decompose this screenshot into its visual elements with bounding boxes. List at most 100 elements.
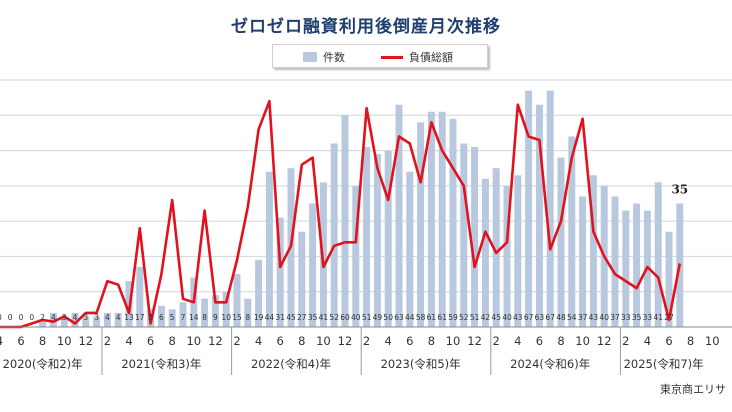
bar-value-label: 40	[502, 313, 512, 322]
bar-value-label: 3	[94, 313, 99, 322]
bar-value-label: 27	[664, 313, 674, 322]
x-tick-label: 4	[125, 334, 132, 348]
bar-value-label: 60	[340, 313, 350, 322]
bar	[341, 115, 349, 328]
x-tick-label: 8	[557, 334, 564, 348]
bar-value-label: 5	[148, 313, 153, 322]
bar	[136, 267, 144, 327]
bar	[157, 305, 165, 327]
bar-value-label: 4	[51, 313, 56, 322]
legend-bar-label: 件数	[323, 51, 345, 64]
bar	[201, 298, 209, 327]
bar-value-label: 19	[254, 313, 264, 322]
bar-value-label: 61	[427, 313, 437, 322]
bar	[546, 90, 554, 327]
bar-value-label: 4	[105, 313, 110, 322]
bar	[330, 143, 338, 327]
bar	[60, 316, 68, 327]
x-tick-label: 8	[39, 334, 46, 348]
bar-value-label: 6	[159, 313, 164, 322]
x-tick-label: 8	[298, 334, 305, 348]
bar-value-label: 63	[535, 313, 545, 322]
bar	[654, 182, 662, 327]
source-credit: 東京商エリサ	[660, 383, 726, 396]
bar	[395, 104, 403, 327]
bar-value-label: 13	[124, 313, 134, 322]
bar	[449, 118, 457, 327]
x-tick-label: 6	[536, 334, 543, 348]
bar	[535, 104, 543, 327]
bar-value-label: 43	[589, 313, 599, 322]
bar-value-label: 33	[621, 313, 631, 322]
bar	[211, 295, 219, 327]
last-value-label: 35	[671, 183, 688, 197]
bar-value-label: 42	[481, 313, 491, 322]
bar-value-label: 61	[437, 313, 447, 322]
x-tick-label: 10	[316, 334, 331, 348]
bar-value-label: 8	[245, 313, 250, 322]
x-tick-label: 4	[0, 334, 3, 348]
bar-value-label: 2	[40, 313, 45, 322]
x-tick-label: 12	[78, 334, 93, 348]
bar-value-label: 63	[394, 313, 404, 322]
bar-value-label: 3	[83, 313, 88, 322]
chart-legend: 件数 負債総額	[272, 44, 488, 68]
bar-value-label: 0	[29, 313, 34, 322]
x-tick-label: 2	[493, 334, 500, 348]
bar	[460, 143, 468, 327]
bar-value-label: 9	[213, 313, 218, 322]
bar-value-label: 4	[73, 313, 78, 322]
x-tick-label: 4	[514, 334, 521, 348]
x-tick-label: 4	[644, 334, 651, 348]
bar	[373, 154, 381, 327]
x-tick-label: 2	[104, 334, 111, 348]
bar-value-label: 35	[632, 313, 642, 322]
x-tick-label: 10	[446, 334, 461, 348]
bar-value-label: 50	[383, 313, 393, 322]
bar-value-label: 41	[319, 313, 329, 322]
bar	[82, 316, 90, 327]
bar-value-label: 41	[653, 313, 663, 322]
bar-value-label: 3	[62, 313, 67, 322]
bar-value-label: 0	[8, 313, 13, 322]
bar	[568, 136, 576, 327]
bar	[222, 291, 230, 327]
legend-item-bar: 件数	[303, 49, 345, 65]
bar	[503, 185, 511, 327]
bar	[93, 316, 101, 327]
bar-value-label: 67	[545, 313, 555, 322]
bar	[622, 210, 630, 327]
bar-value-label: 37	[578, 313, 588, 322]
x-tick-label: 12	[338, 334, 353, 348]
bar-value-label: 35	[308, 313, 318, 322]
year-label: 2024(令和6)年	[510, 357, 590, 371]
x-tick-label: 12	[467, 334, 482, 348]
bar-value-label: 5	[170, 313, 175, 322]
bar-value-label: 48	[556, 313, 566, 322]
x-tick-label: 4	[385, 334, 392, 348]
x-tick-label: 2	[233, 334, 240, 348]
bar	[438, 111, 446, 327]
x-tick-label: 6	[147, 334, 154, 348]
bar	[406, 171, 414, 327]
bar-value-label: 43	[513, 313, 523, 322]
bar	[49, 312, 57, 327]
x-tick-label: 6	[277, 334, 284, 348]
bar	[103, 312, 111, 327]
x-tick-label: 10	[57, 334, 72, 348]
bar-value-label: 37	[610, 313, 620, 322]
bar	[179, 302, 187, 327]
bar	[417, 122, 425, 327]
bar-value-label: 44	[405, 313, 415, 322]
bar-value-label: 51	[362, 313, 372, 322]
bar-value-label: 52	[329, 313, 339, 322]
bar-value-label: 7	[181, 313, 186, 322]
bar	[265, 171, 273, 327]
x-tick-label: 6	[17, 334, 24, 348]
bar-value-label: 31	[275, 313, 285, 322]
bar-value-label: 45	[491, 313, 501, 322]
bar	[579, 196, 587, 327]
bar	[168, 309, 176, 327]
x-tick-label: 6	[665, 334, 672, 348]
